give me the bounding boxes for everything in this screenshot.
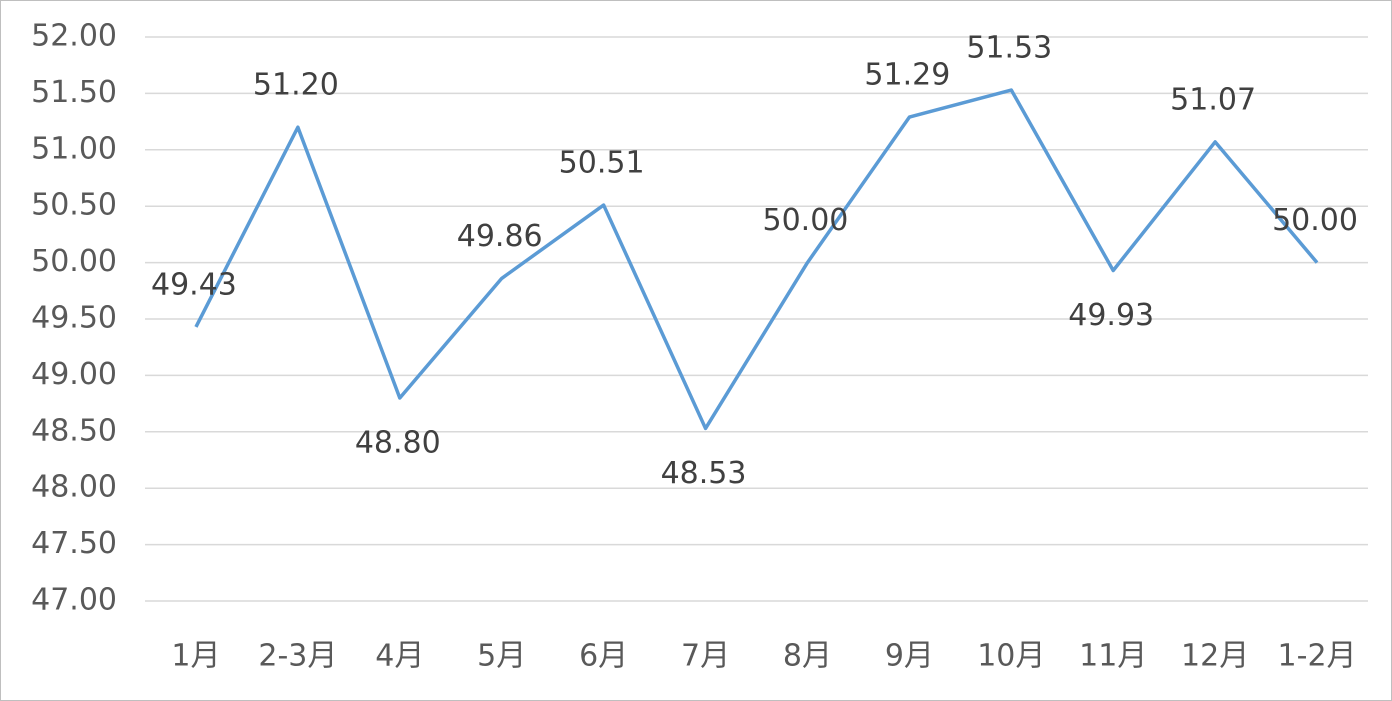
- y-tick-label: 47.00: [31, 583, 117, 618]
- data-label: 48.80: [355, 425, 441, 460]
- y-tick-label: 50.50: [31, 188, 117, 223]
- line-series: [194, 88, 1319, 431]
- data-label: 51.53: [966, 31, 1052, 66]
- x-tick-label: 2-3月: [258, 639, 337, 674]
- x-tick-label: 1月: [171, 639, 220, 674]
- x-tick-label: 12月: [1181, 639, 1249, 674]
- x-tick-label: 1-2月: [1278, 639, 1357, 674]
- x-tick-label: 11月: [1079, 639, 1147, 674]
- y-tick-label: 48.00: [31, 470, 117, 505]
- x-tick-label: 6月: [579, 639, 628, 674]
- data-label: 51.20: [253, 68, 339, 103]
- data-label: 49.86: [457, 219, 543, 254]
- data-label: 48.53: [661, 456, 747, 491]
- y-tick-label: 47.50: [31, 526, 117, 561]
- data-label: 51.29: [864, 58, 950, 93]
- y-tick-label: 51.00: [31, 131, 117, 166]
- x-tick-label: 4月: [375, 639, 424, 674]
- data-label: 50.00: [763, 203, 849, 238]
- y-tick-label: 51.50: [31, 75, 117, 110]
- y-tick-label: 48.50: [31, 413, 117, 448]
- data-label: 50.00: [1272, 203, 1358, 238]
- data-label: 49.93: [1068, 298, 1154, 333]
- y-tick-label: 49.50: [31, 301, 117, 336]
- x-tick-label: 9月: [885, 639, 934, 674]
- data-label: 51.07: [1170, 82, 1256, 117]
- y-tick-label: 50.00: [31, 244, 117, 279]
- data-label: 49.43: [151, 267, 237, 302]
- x-tick-label: 7月: [681, 639, 730, 674]
- data-label: 50.51: [559, 146, 645, 181]
- y-tick-label: 52.00: [31, 19, 117, 54]
- y-tick-label: 49.00: [31, 357, 117, 392]
- x-tick-label: 8月: [783, 639, 832, 674]
- x-tick-label: 10月: [977, 639, 1045, 674]
- x-tick-label: 5月: [477, 639, 526, 674]
